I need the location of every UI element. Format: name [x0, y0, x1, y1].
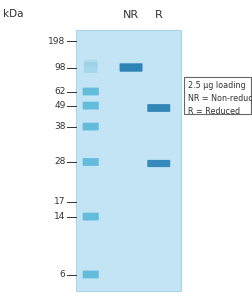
- Text: 17: 17: [54, 197, 66, 206]
- Text: 14: 14: [54, 212, 66, 221]
- FancyBboxPatch shape: [83, 102, 99, 110]
- FancyBboxPatch shape: [84, 60, 97, 66]
- Text: NR: NR: [123, 10, 139, 20]
- FancyBboxPatch shape: [184, 76, 251, 114]
- Text: 2.5 μg loading
NR = Non-reduced
R = Reduced: 2.5 μg loading NR = Non-reduced R = Redu…: [188, 81, 252, 116]
- Text: 198: 198: [48, 37, 66, 46]
- Text: 49: 49: [54, 101, 66, 110]
- Text: kDa: kDa: [3, 9, 23, 19]
- FancyBboxPatch shape: [147, 104, 170, 112]
- Text: 38: 38: [54, 122, 66, 131]
- FancyBboxPatch shape: [84, 62, 98, 73]
- Text: 6: 6: [60, 270, 66, 279]
- FancyBboxPatch shape: [76, 30, 181, 291]
- FancyBboxPatch shape: [83, 271, 99, 278]
- Text: 98: 98: [54, 63, 66, 72]
- FancyBboxPatch shape: [120, 63, 143, 72]
- Text: R: R: [155, 10, 163, 20]
- FancyBboxPatch shape: [83, 158, 99, 166]
- Text: 62: 62: [54, 87, 66, 96]
- Text: 28: 28: [54, 158, 66, 166]
- FancyBboxPatch shape: [83, 123, 99, 130]
- FancyBboxPatch shape: [83, 88, 99, 95]
- FancyBboxPatch shape: [147, 160, 170, 167]
- FancyBboxPatch shape: [83, 213, 99, 220]
